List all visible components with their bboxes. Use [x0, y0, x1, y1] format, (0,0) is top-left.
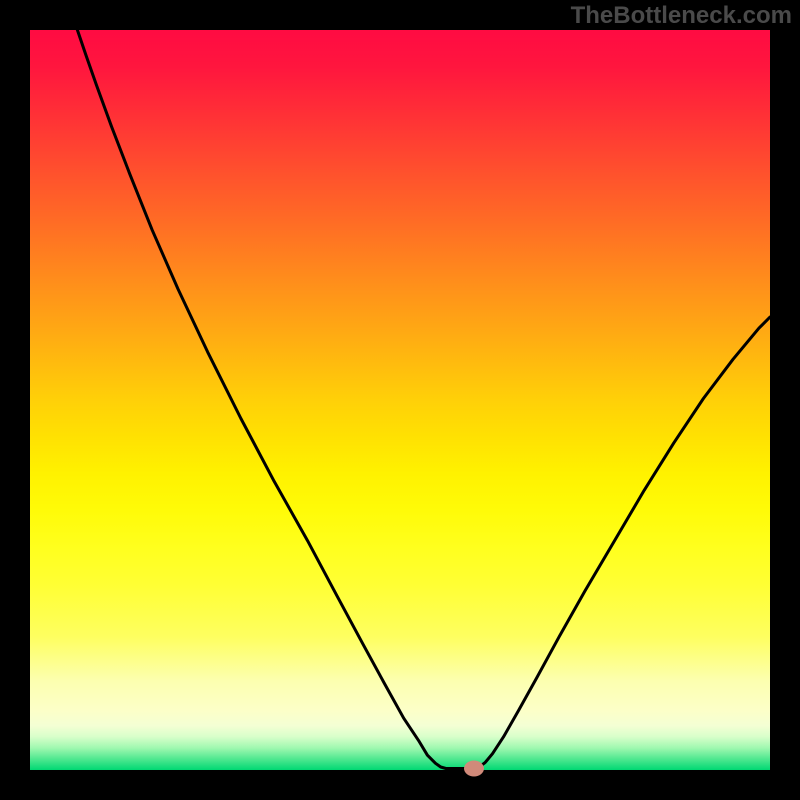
plot-background — [30, 30, 770, 770]
optimal-point-marker — [464, 761, 484, 777]
watermark-text: TheBottleneck.com — [571, 2, 792, 30]
bottleneck-chart — [0, 0, 800, 800]
chart-container: TheBottleneck.com — [0, 0, 800, 800]
